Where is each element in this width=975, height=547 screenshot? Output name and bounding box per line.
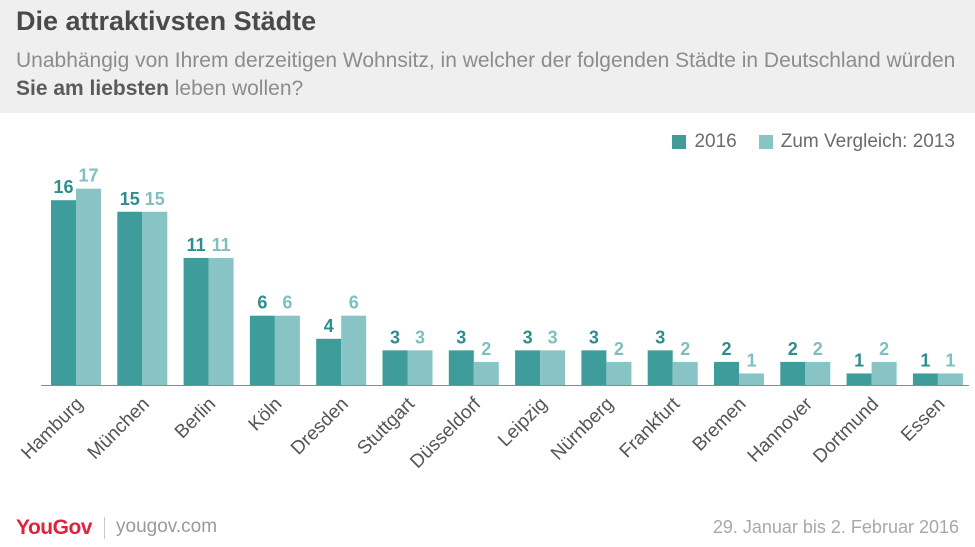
data-label-stuttgart-2013: 3 <box>415 327 425 347</box>
tick-label-hamburg: Hamburg <box>17 394 87 464</box>
tick-label-leipzig: Leipzig <box>494 394 551 451</box>
tick-label-münchen: München <box>84 394 154 464</box>
bar-nürnberg-2013 <box>606 361 632 385</box>
bar-köln-2013 <box>274 315 300 385</box>
tick-label-köln: Köln <box>245 394 287 436</box>
data-label-hannover-2016: 2 <box>788 339 798 359</box>
tick-label-nürnberg: Nürnberg <box>547 394 618 465</box>
bar-dresden-2016 <box>316 338 342 385</box>
data-label-leipzig-2013: 3 <box>548 327 558 347</box>
tick-label-hannover: Hannover <box>744 393 818 467</box>
tick-label-bremen: Bremen <box>689 394 751 456</box>
page-subtitle: Unabhängig von Ihrem derzeitigen Wohnsit… <box>16 47 956 103</box>
data-label-köln-2013: 6 <box>282 293 292 313</box>
data-label-dresden-2013: 6 <box>349 293 359 313</box>
data-label-frankfurt-2013: 2 <box>680 339 690 359</box>
bar-berlin-2016 <box>183 257 209 385</box>
tick-label-düsseldorf: Düsseldorf <box>406 393 486 473</box>
bar-düsseldorf-2016 <box>448 350 474 385</box>
bar-dresden-2013 <box>341 315 367 385</box>
bar-essen-2016 <box>912 373 938 385</box>
data-label-dortmund-2016: 1 <box>854 350 864 370</box>
chart-legend: 2016 Zum Vergleich: 2013 <box>672 131 955 153</box>
bar-frankfurt-2013 <box>672 361 698 385</box>
data-label-düsseldorf-2016: 3 <box>456 327 466 347</box>
data-label-nürnberg-2013: 2 <box>614 339 624 359</box>
bar-hamburg-2013 <box>76 188 101 385</box>
legend-swatch-2013 <box>758 135 773 149</box>
legend-label-2013: Zum Vergleich: 2013 <box>780 131 955 152</box>
data-label-münchen-2016: 15 <box>120 189 140 209</box>
survey-date: 29. Januar bis 2. Februar 2016 <box>712 517 959 537</box>
tick-label-berlin: Berlin <box>171 394 220 443</box>
footer-url[interactable]: yougov.com <box>116 516 218 537</box>
tick-label-stuttgart: Stuttgart <box>353 393 419 459</box>
data-label-frankfurt-2016: 3 <box>655 327 665 347</box>
data-label-essen-2013: 1 <box>945 350 955 370</box>
data-label-stuttgart-2016: 3 <box>390 327 400 347</box>
bar-münchen-2013 <box>142 211 168 385</box>
bar-hamburg-2016 <box>51 200 76 385</box>
bar-hannover-2013 <box>805 361 831 385</box>
bar-münchen-2016 <box>117 211 143 385</box>
legend-label-2016: 2016 <box>694 131 737 152</box>
data-label-köln-2016: 6 <box>257 293 267 313</box>
header-banner: Die attraktivsten Städte Unabhängig von … <box>0 0 975 113</box>
bar-frankfurt-2016 <box>647 350 673 385</box>
bar-düsseldorf-2013 <box>473 361 499 385</box>
bar-dortmund-2013 <box>871 361 897 385</box>
subtitle-emphasis: Sie am liebsten <box>16 77 169 100</box>
data-label-hannover-2013: 2 <box>813 339 823 359</box>
data-label-hamburg-2016: 16 <box>53 177 73 197</box>
data-label-leipzig-2016: 3 <box>523 327 533 347</box>
subtitle-text-start: Unabhängig von Ihrem derzeitigen Wohnsit… <box>16 49 956 72</box>
page-title: Die attraktivsten Städte <box>16 6 317 36</box>
data-label-düsseldorf-2013: 2 <box>481 339 491 359</box>
footer-divider <box>104 517 105 539</box>
bar-nürnberg-2016 <box>581 350 607 385</box>
data-label-nürnberg-2016: 3 <box>589 327 599 347</box>
legend-swatch-2016 <box>672 135 687 149</box>
tick-label-dresden: Dresden <box>287 394 353 460</box>
bar-berlin-2013 <box>208 257 234 385</box>
bar-stuttgart-2013 <box>407 350 433 385</box>
tick-label-essen: Essen <box>897 394 949 446</box>
tick-label-dortmund: Dortmund <box>809 394 883 468</box>
data-label-münchen-2013: 15 <box>145 189 165 209</box>
data-label-essen-2016: 1 <box>920 350 930 370</box>
bar-leipzig-2016 <box>515 350 541 385</box>
subtitle-text-end: leben wollen? <box>168 77 304 100</box>
bar-dortmund-2016 <box>846 373 872 385</box>
data-label-bremen-2013: 1 <box>746 350 756 370</box>
data-label-dortmund-2013: 2 <box>879 339 889 359</box>
legend-item-2013: Zum Vergleich: 2013 <box>758 131 955 153</box>
data-label-hamburg-2013: 17 <box>78 166 98 186</box>
bar-bremen-2013 <box>739 373 764 385</box>
data-label-berlin-2013: 11 <box>212 235 231 255</box>
tick-label-frankfurt: Frankfurt <box>616 393 685 462</box>
data-label-dresden-2016: 4 <box>324 316 334 336</box>
bar-stuttgart-2016 <box>382 350 408 385</box>
yougov-logo: YouGov <box>16 516 92 539</box>
data-label-berlin-2016: 11 <box>187 235 206 255</box>
bar-essen-2013 <box>937 373 963 385</box>
bar-hannover-2016 <box>780 361 806 385</box>
bar-köln-2016 <box>249 315 275 385</box>
bar-leipzig-2013 <box>540 350 566 385</box>
bar-bremen-2016 <box>714 361 739 385</box>
legend-item-2016: 2016 <box>672 131 737 153</box>
data-label-bremen-2016: 2 <box>721 339 731 359</box>
